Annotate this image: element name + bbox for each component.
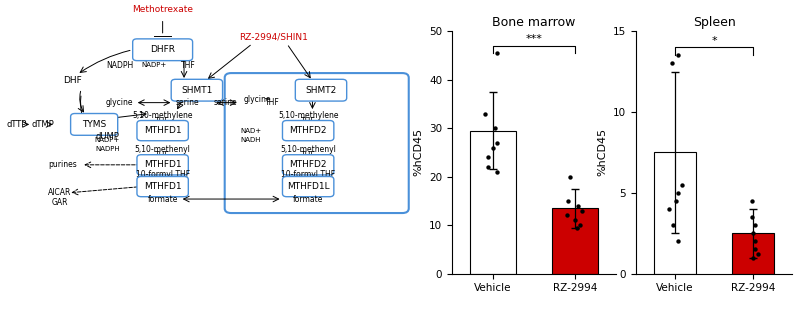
Text: SHMT1: SHMT1 [181,86,213,95]
Text: GAR: GAR [52,198,68,207]
Point [561,213,574,218]
Point [670,198,682,203]
FancyBboxPatch shape [295,79,346,101]
Point [482,165,494,169]
Text: serine: serine [175,98,199,107]
Bar [731,233,774,274]
Title: Bone marrow: Bone marrow [492,16,576,29]
Point [491,50,504,55]
Text: 5,10-methenyl: 5,10-methenyl [134,145,190,154]
Text: ***: *** [526,34,542,44]
Text: NADH: NADH [241,137,261,143]
Text: 10-formyl THF: 10-formyl THF [281,170,335,179]
Point [751,252,764,257]
Text: NADP+: NADP+ [94,137,120,143]
Text: THF: THF [181,61,196,70]
FancyBboxPatch shape [282,121,334,141]
FancyBboxPatch shape [70,114,118,135]
Text: 10-formyl THF: 10-formyl THF [135,170,190,179]
Bar [553,208,598,274]
FancyBboxPatch shape [282,177,334,197]
Point [569,218,582,223]
Point [666,61,678,66]
Point [572,203,585,208]
FancyBboxPatch shape [171,79,222,101]
Text: dUMP: dUMP [95,132,119,141]
Text: NAD+: NAD+ [240,128,261,134]
Text: 5,10-methenyl: 5,10-methenyl [280,145,336,154]
Point [576,208,589,213]
Text: THF: THF [155,151,170,160]
Text: THF: THF [301,117,315,126]
Point [749,223,762,228]
Text: glycine: glycine [105,98,133,107]
Bar [654,152,697,274]
Point [663,207,676,211]
Bar [470,131,515,274]
Point [491,169,504,174]
Point [748,247,761,252]
Text: AICAR: AICAR [48,188,72,197]
Text: MTHFD2: MTHFD2 [290,126,327,135]
Point [486,145,499,150]
Text: THF: THF [301,151,315,160]
Text: Methotrexate: Methotrexate [132,5,193,14]
FancyBboxPatch shape [282,155,334,175]
Point [746,215,758,220]
Point [747,255,760,260]
Y-axis label: %hCD45: %hCD45 [598,128,607,176]
FancyBboxPatch shape [133,39,193,61]
Text: MTHFD1L: MTHFD1L [287,182,330,191]
Point [563,174,576,179]
Point [562,198,574,203]
Text: dTTP: dTTP [7,120,27,129]
Point [489,126,502,131]
Point [672,53,685,58]
Text: TYMS: TYMS [82,120,106,129]
Point [574,223,586,228]
Point [672,190,685,195]
Text: formate: formate [147,195,178,203]
FancyBboxPatch shape [137,121,188,141]
Text: MTHFD2: MTHFD2 [290,160,327,169]
Text: 5,10-methylene: 5,10-methylene [132,111,193,119]
Text: serine: serine [214,98,238,107]
Text: NADPH: NADPH [95,146,120,152]
Point [746,198,758,203]
Y-axis label: %hCD45: %hCD45 [414,128,423,176]
Text: THF: THF [266,98,280,107]
Point [570,225,583,230]
Text: 5,10-methylene: 5,10-methylene [278,111,338,119]
Point [675,182,688,187]
Text: MTHFD1: MTHFD1 [144,182,182,191]
Point [747,231,760,236]
Title: Spleen: Spleen [693,16,735,29]
FancyBboxPatch shape [137,155,188,175]
Text: NADPH: NADPH [106,61,134,70]
Text: MTHFD1: MTHFD1 [144,160,182,169]
Text: formate: formate [293,195,323,203]
Point [478,111,491,116]
Text: THF: THF [155,117,170,126]
Text: purines: purines [48,160,77,169]
Text: SHMT2: SHMT2 [306,86,337,95]
Point [666,223,679,228]
Text: *: * [711,36,717,46]
Text: NADP+: NADP+ [142,62,166,68]
Text: RZ-2994/SHIN1: RZ-2994/SHIN1 [239,33,308,42]
FancyBboxPatch shape [137,177,188,197]
Text: dTMP: dTMP [31,120,54,129]
Text: DHFR: DHFR [150,45,175,54]
Text: glycine: glycine [244,95,271,104]
Point [671,239,684,244]
Text: DHF: DHF [63,77,82,85]
Point [749,239,762,244]
Point [482,155,495,160]
Point [490,140,503,145]
Text: MTHFD1: MTHFD1 [144,126,182,135]
